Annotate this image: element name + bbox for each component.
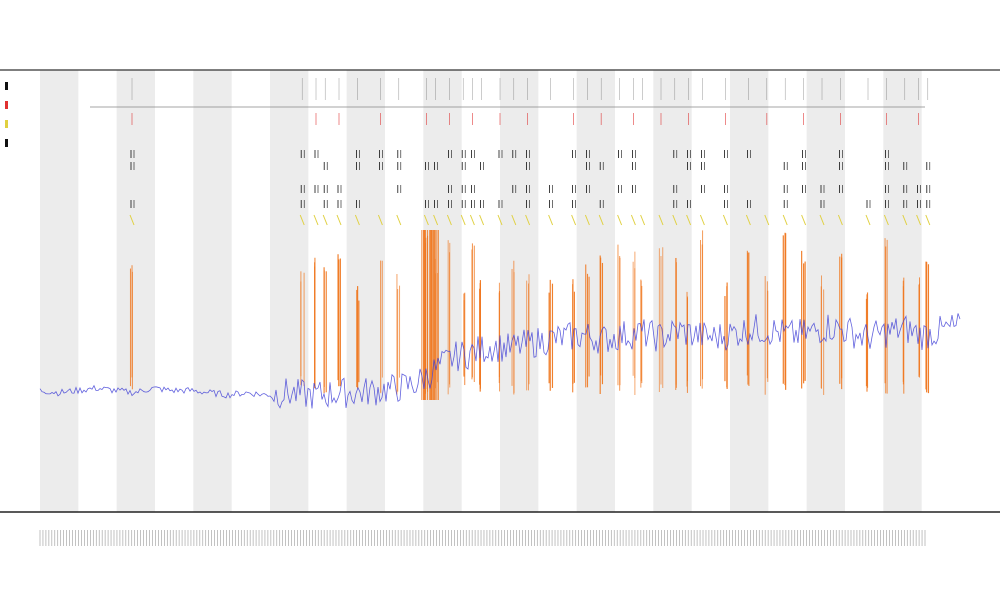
spike-yellow	[764, 214, 770, 226]
spike-yellow	[686, 214, 692, 226]
background-band	[576, 70, 615, 512]
spike-yellow	[322, 214, 328, 226]
spike-yellow	[469, 214, 475, 226]
spike-yellow	[865, 214, 871, 226]
background-band	[423, 70, 462, 512]
spike-yellow	[916, 214, 922, 226]
spike-yellow	[336, 214, 342, 226]
spike-yellow	[377, 214, 383, 226]
spike-yellow	[782, 214, 788, 226]
background-band	[40, 70, 79, 512]
legend-swatch	[5, 120, 8, 128]
spike-yellow	[630, 214, 636, 226]
x-tick-labels	[39, 530, 926, 546]
spike-yellow	[548, 214, 554, 226]
spike-yellow	[299, 214, 305, 226]
spike-yellow	[313, 214, 319, 226]
spike-yellow	[658, 214, 664, 226]
spike-yellow	[672, 214, 678, 226]
spike-yellow	[925, 214, 931, 226]
spike-yellow	[460, 214, 466, 226]
spike-yellow	[837, 214, 843, 226]
spike-yellow	[433, 214, 439, 226]
background-band	[116, 70, 155, 512]
spike-yellow	[479, 214, 485, 226]
spike-yellow	[446, 214, 452, 226]
spike-layer	[129, 78, 931, 400]
spike-yellow	[525, 214, 531, 226]
spike-yellow	[745, 214, 751, 226]
background-band	[806, 70, 845, 512]
background-band	[346, 70, 385, 512]
legend-swatch	[5, 82, 8, 90]
spike-yellow	[423, 214, 429, 226]
spike-yellow	[497, 214, 503, 226]
spike-yellow	[598, 214, 604, 226]
spike-yellow	[617, 214, 623, 226]
plot-frame	[0, 69, 1000, 513]
background-band	[270, 70, 309, 512]
spike-yellow	[571, 214, 577, 226]
spike-yellow	[396, 214, 402, 226]
spike-yellow	[722, 214, 728, 226]
spike-yellow	[584, 214, 590, 226]
legend-swatch	[5, 139, 8, 147]
spike-yellow	[354, 214, 360, 226]
legend-swatch	[5, 101, 8, 109]
spike-yellow	[883, 214, 889, 226]
legend	[5, 82, 8, 147]
background-band	[193, 70, 232, 512]
spike-yellow	[819, 214, 825, 226]
spike-yellow	[902, 214, 908, 226]
spike-yellow	[129, 214, 135, 226]
trace-layer	[39, 313, 961, 409]
spike-yellow	[511, 214, 517, 226]
spike-yellow	[801, 214, 807, 226]
spike-yellow	[640, 214, 646, 226]
spike-yellow	[699, 214, 705, 226]
background-band	[500, 70, 539, 512]
background-band	[883, 70, 922, 512]
series-line	[39, 313, 961, 409]
